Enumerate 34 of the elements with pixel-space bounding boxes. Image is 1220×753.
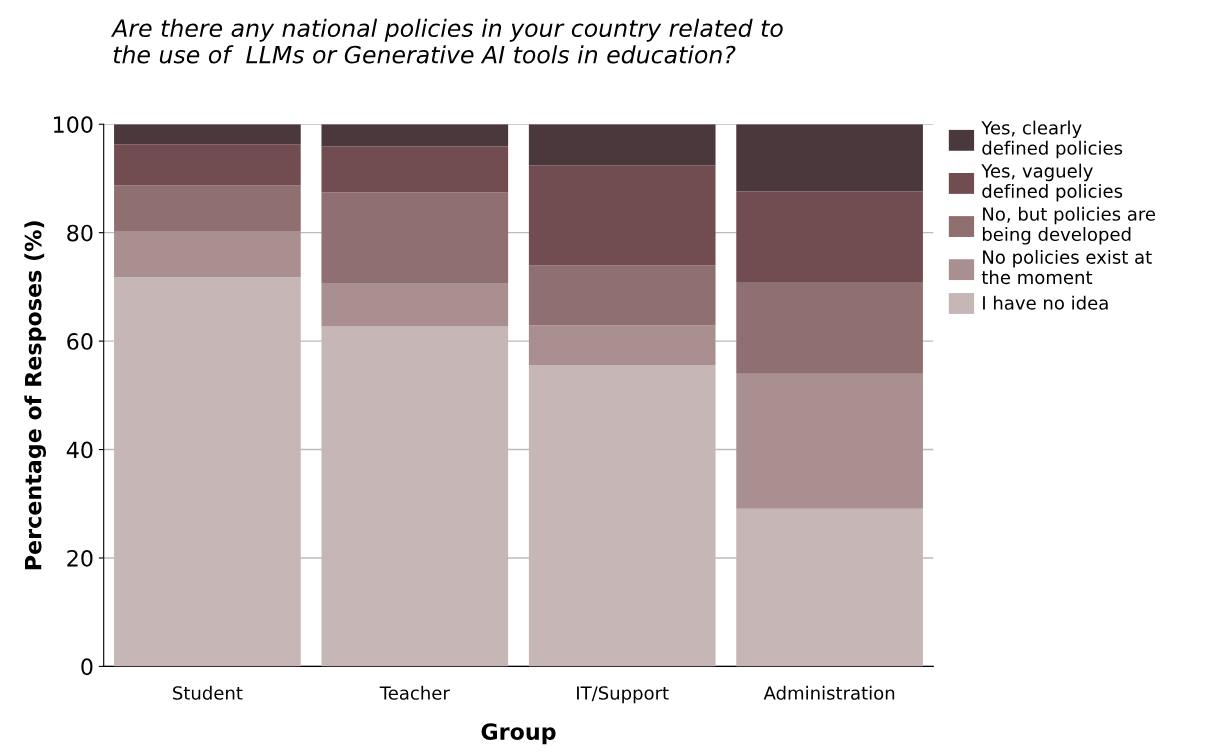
x-tick-label: IT/Support [577,686,669,704]
legend-label: No policies exist at the moment [981,249,1152,285]
legend-label: No, but policies are being developed [982,206,1156,245]
chart-title: Are there any national policies in your country related to the use of LLMs or Generative AI tools in education? [110,18,783,64]
y-tick-label: 20 [67,549,93,567]
bar [736,373,923,509]
bar [114,185,301,232]
bar [528,165,716,266]
legend-label: I have no idea [983,295,1108,310]
bar [528,265,716,326]
y-tick-label: 80 [67,224,93,242]
y-tick-label: 0 [81,658,93,676]
legend-label: Yes, clearly defined policies [981,120,1123,159]
bar [321,146,509,193]
bar [114,231,301,278]
bar [528,325,716,366]
y-tick-label: 60 [67,333,93,350]
bar [736,191,923,283]
bar [114,144,301,186]
bar [736,124,923,192]
x-axis-title: Group [481,723,556,745]
bar [321,283,509,327]
bar [528,124,716,166]
bar [736,282,923,374]
bar [321,124,509,147]
x-tick-label: Administration [763,685,895,700]
legend-label: Yes, vaguely defined policies [981,163,1123,202]
y-tick-label: 40 [66,441,93,459]
x-tick-label: Student [173,685,243,700]
y-tick-label: 100 [54,116,93,133]
x-tick-label: Teacher [379,685,450,700]
bar [321,192,509,284]
bar [114,124,301,145]
y-axis-title: Percentage of Resposes (%) [24,221,47,570]
